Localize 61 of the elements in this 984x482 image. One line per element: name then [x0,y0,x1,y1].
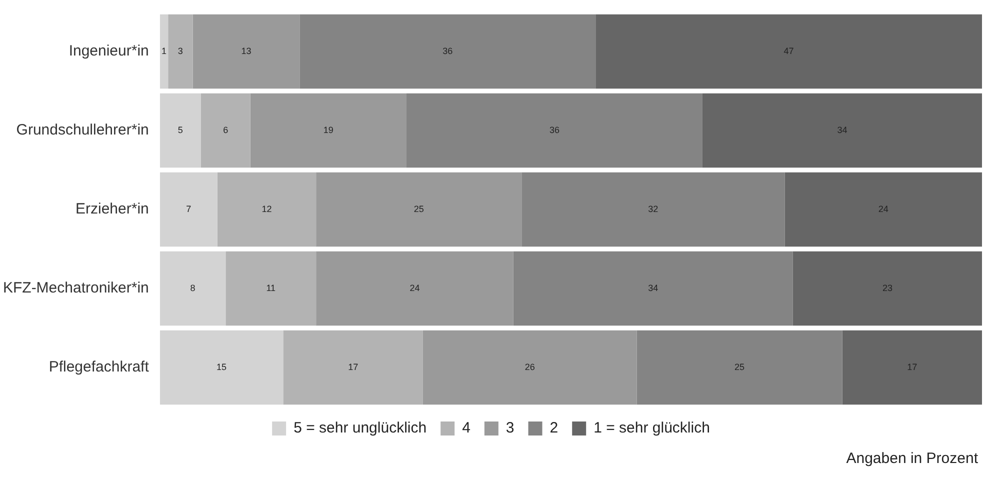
bar [406,93,702,168]
data-label: 23 [882,282,892,293]
bar [217,172,316,247]
bar [250,93,407,168]
bar [160,93,201,168]
bar [596,14,982,89]
bar [316,172,522,247]
bar [784,172,982,247]
data-label: 12 [262,204,272,214]
data-label: 34 [837,124,848,135]
data-label: 34 [648,282,658,293]
legend-label: 4 [462,420,470,437]
data-label: 26 [524,362,535,372]
bar [160,172,218,247]
legend-label: 1 = sehr glücklich [594,420,710,437]
bar [422,330,637,405]
bar [160,251,226,326]
bar [513,251,793,326]
bar [792,251,982,326]
data-label: 11 [266,282,276,293]
legend-label: 2 [550,420,558,437]
y-tick-label: Erzieher*in [76,200,149,218]
bar [842,330,982,405]
data-label: 1 [161,46,166,56]
data-label: 25 [414,204,424,214]
bar [168,14,193,89]
bar [316,251,514,326]
bar [192,14,300,89]
bar [702,93,982,168]
text: Angaben in Prozent [846,450,978,467]
data-label: 7 [186,204,192,214]
bar [160,330,284,405]
bar [160,14,168,89]
data-label: 36 [442,46,453,56]
data-label: 6 [223,124,228,135]
data-label: 5 [178,124,183,135]
data-label: 24 [878,204,888,214]
data-label: 32 [648,204,658,214]
legend-label: 5 = sehr unglücklich [294,420,427,437]
y-tick-label: Grundschullehrer*in [16,122,149,139]
data-label: 8 [190,282,196,293]
bar [300,14,596,89]
data-label: 15 [216,362,227,372]
data-label: 3 [178,46,183,56]
data-label: 13 [241,46,252,56]
y-tick-label: Pflegefachkraft [48,358,150,376]
data-label: 17 [907,362,918,372]
bar [636,330,842,405]
bar [283,330,423,405]
y-tick-label: Ingenieur*in [68,42,149,60]
data-label: 19 [323,124,334,135]
data-label: 24 [410,282,420,293]
data-label: 36 [549,124,560,135]
data-label: 17 [348,362,358,372]
legend-label: 3 [506,420,514,437]
bar [226,251,316,326]
bar [522,172,785,247]
y-tick-label: KFZ-Mechatroniker*in [2,280,149,297]
data-label: 25 [734,362,744,372]
data-label: 47 [784,46,794,56]
bar [200,93,250,168]
